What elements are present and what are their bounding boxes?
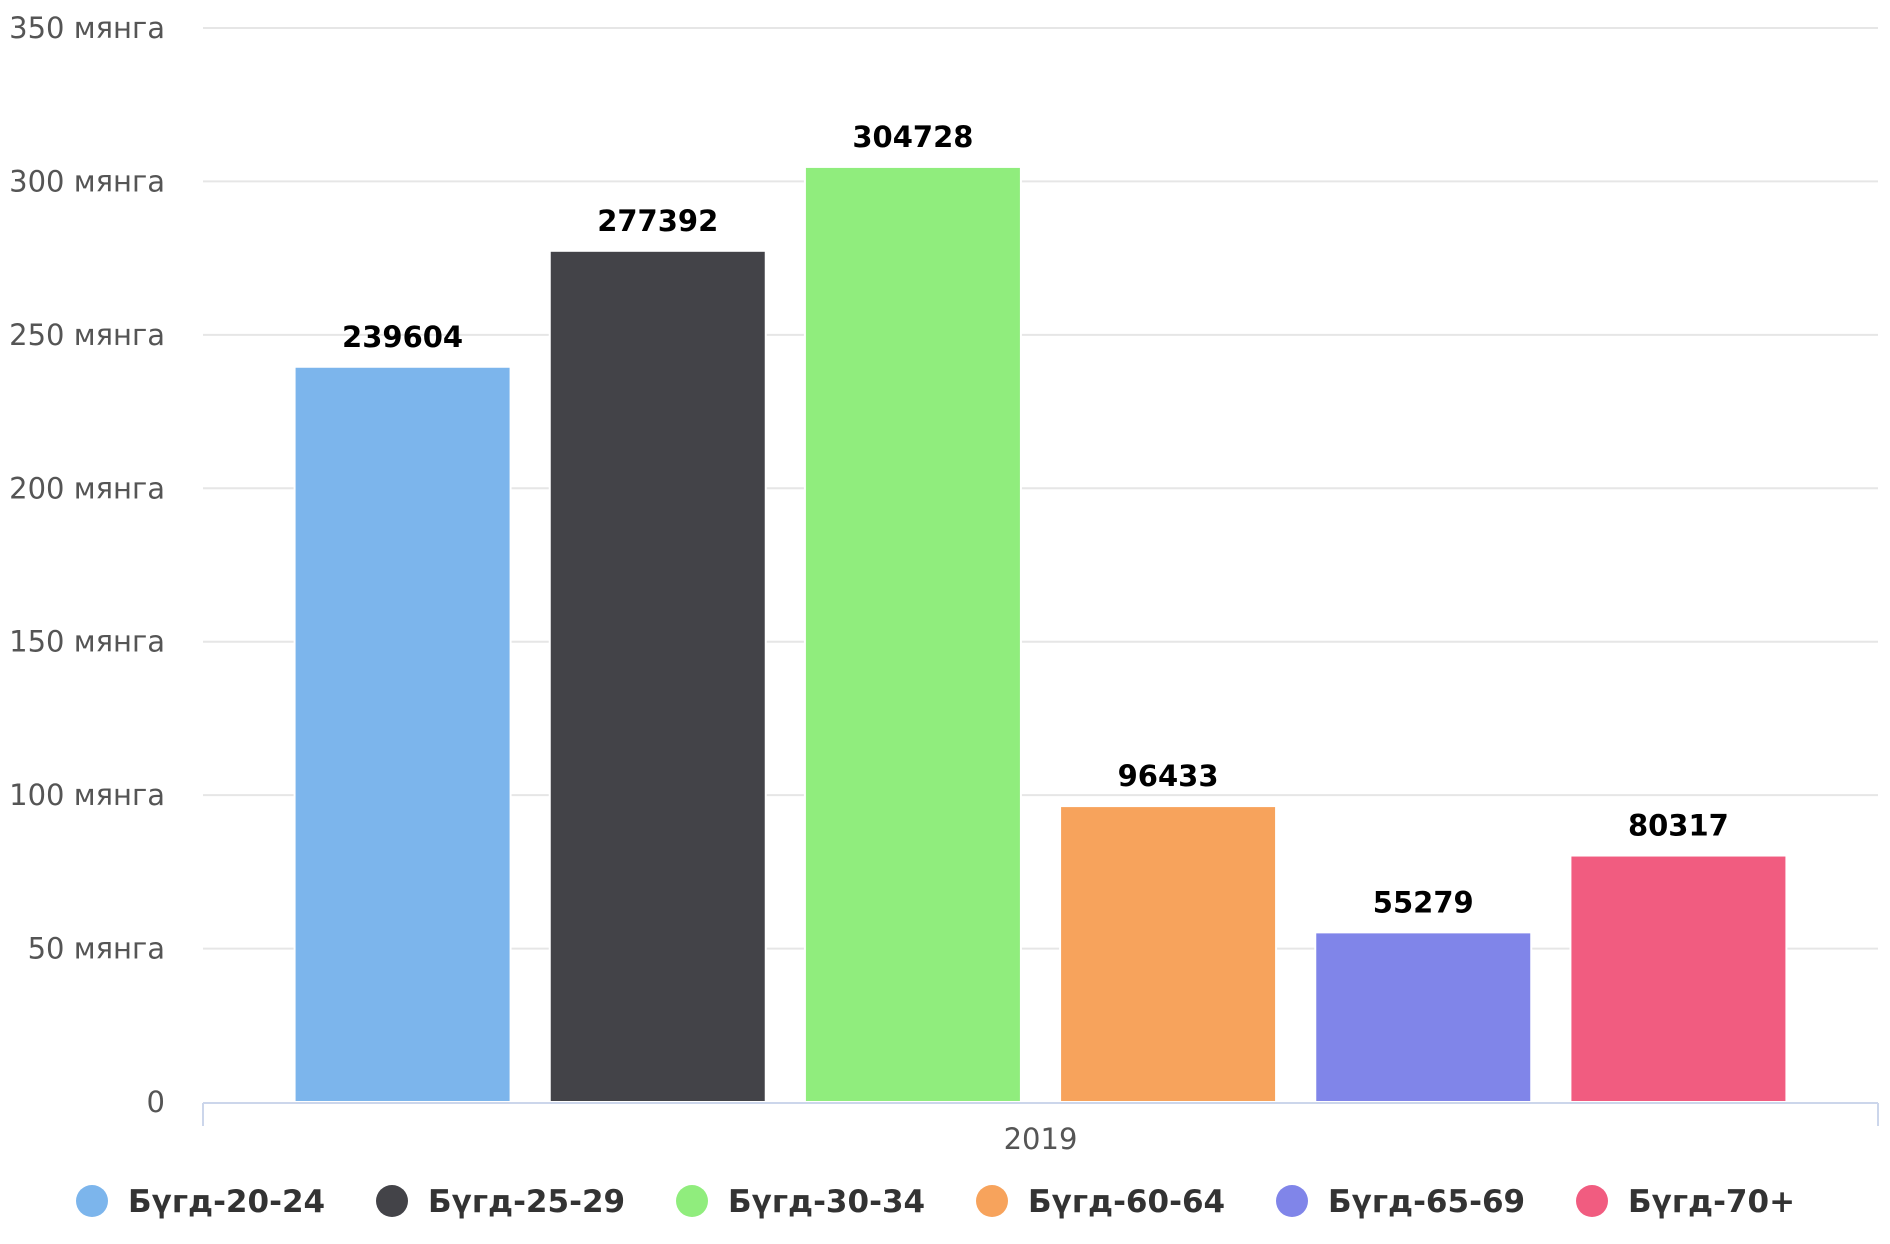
y-tick-label: 150 мянга — [9, 625, 165, 659]
legend-swatch — [76, 1185, 108, 1217]
x-axis: 2019 — [202, 1102, 1879, 1156]
data-label: 239604 — [342, 320, 463, 354]
legend-swatch — [1576, 1185, 1608, 1217]
bar-series-5[interactable] — [1314, 931, 1533, 1103]
data-label: 304728 — [852, 120, 973, 154]
bar-series-6[interactable] — [1569, 854, 1788, 1104]
legend-label: Бүгд-70+ — [1628, 1184, 1795, 1220]
legend-item[interactable]: Бүгд-70+ — [1576, 1184, 1795, 1220]
bar-series-4[interactable] — [1059, 805, 1278, 1103]
legend: Бүгд-20-24 Бүгд-25-29 Бүгд-30-34 Бүгд-60-64… — [76, 1184, 1795, 1220]
data-label: 80317 — [1628, 809, 1729, 843]
bars — [293, 165, 1788, 1104]
data-label: 96433 — [1118, 759, 1219, 793]
legend-swatch — [1276, 1185, 1308, 1217]
legend-swatch — [676, 1185, 708, 1217]
legend-label: Бүгд-30-34 — [728, 1184, 925, 1220]
y-tick-label: 350 мянга — [9, 11, 165, 45]
legend-item[interactable]: Бүгд-20-24 — [76, 1184, 325, 1220]
legend-label: Бүгд-65-69 — [1328, 1184, 1525, 1220]
bar-series-2[interactable] — [548, 249, 767, 1103]
y-tick-label: 0 — [147, 1085, 165, 1119]
y-tick-label: 300 мянга — [9, 164, 165, 198]
data-label: 55279 — [1373, 885, 1474, 919]
legend-swatch — [376, 1185, 408, 1217]
legend-swatch — [976, 1185, 1008, 1217]
legend-item[interactable]: Бүгд-60-64 — [976, 1184, 1225, 1220]
y-axis-ticks: 0 50 мянга 100 мянга 150 мянга 200 мянга 250 … — [9, 11, 165, 1119]
legend-item[interactable]: Бүгд-65-69 — [1276, 1184, 1525, 1220]
legend-item[interactable]: Бүгд-25-29 — [376, 1184, 625, 1220]
legend-label: Бүгд-60-64 — [1028, 1184, 1225, 1220]
legend-label: Бүгд-20-24 — [128, 1184, 325, 1220]
legend-item[interactable]: Бүгд-30-34 — [676, 1184, 925, 1220]
x-tick-label: 2019 — [1004, 1122, 1078, 1156]
y-tick-label: 200 мянга — [9, 471, 165, 505]
data-labels: 239604 277392 304728 96433 55279 80317 — [342, 120, 1729, 919]
y-tick-label: 100 мянга — [9, 778, 165, 812]
y-tick-label: 50 мянга — [28, 932, 165, 966]
legend-label: Бүгд-25-29 — [428, 1184, 625, 1220]
data-label: 277392 — [597, 204, 718, 238]
bar-series-3[interactable] — [803, 165, 1022, 1104]
y-tick-label: 250 мянга — [9, 318, 165, 352]
bar-series-1[interactable] — [293, 365, 512, 1104]
